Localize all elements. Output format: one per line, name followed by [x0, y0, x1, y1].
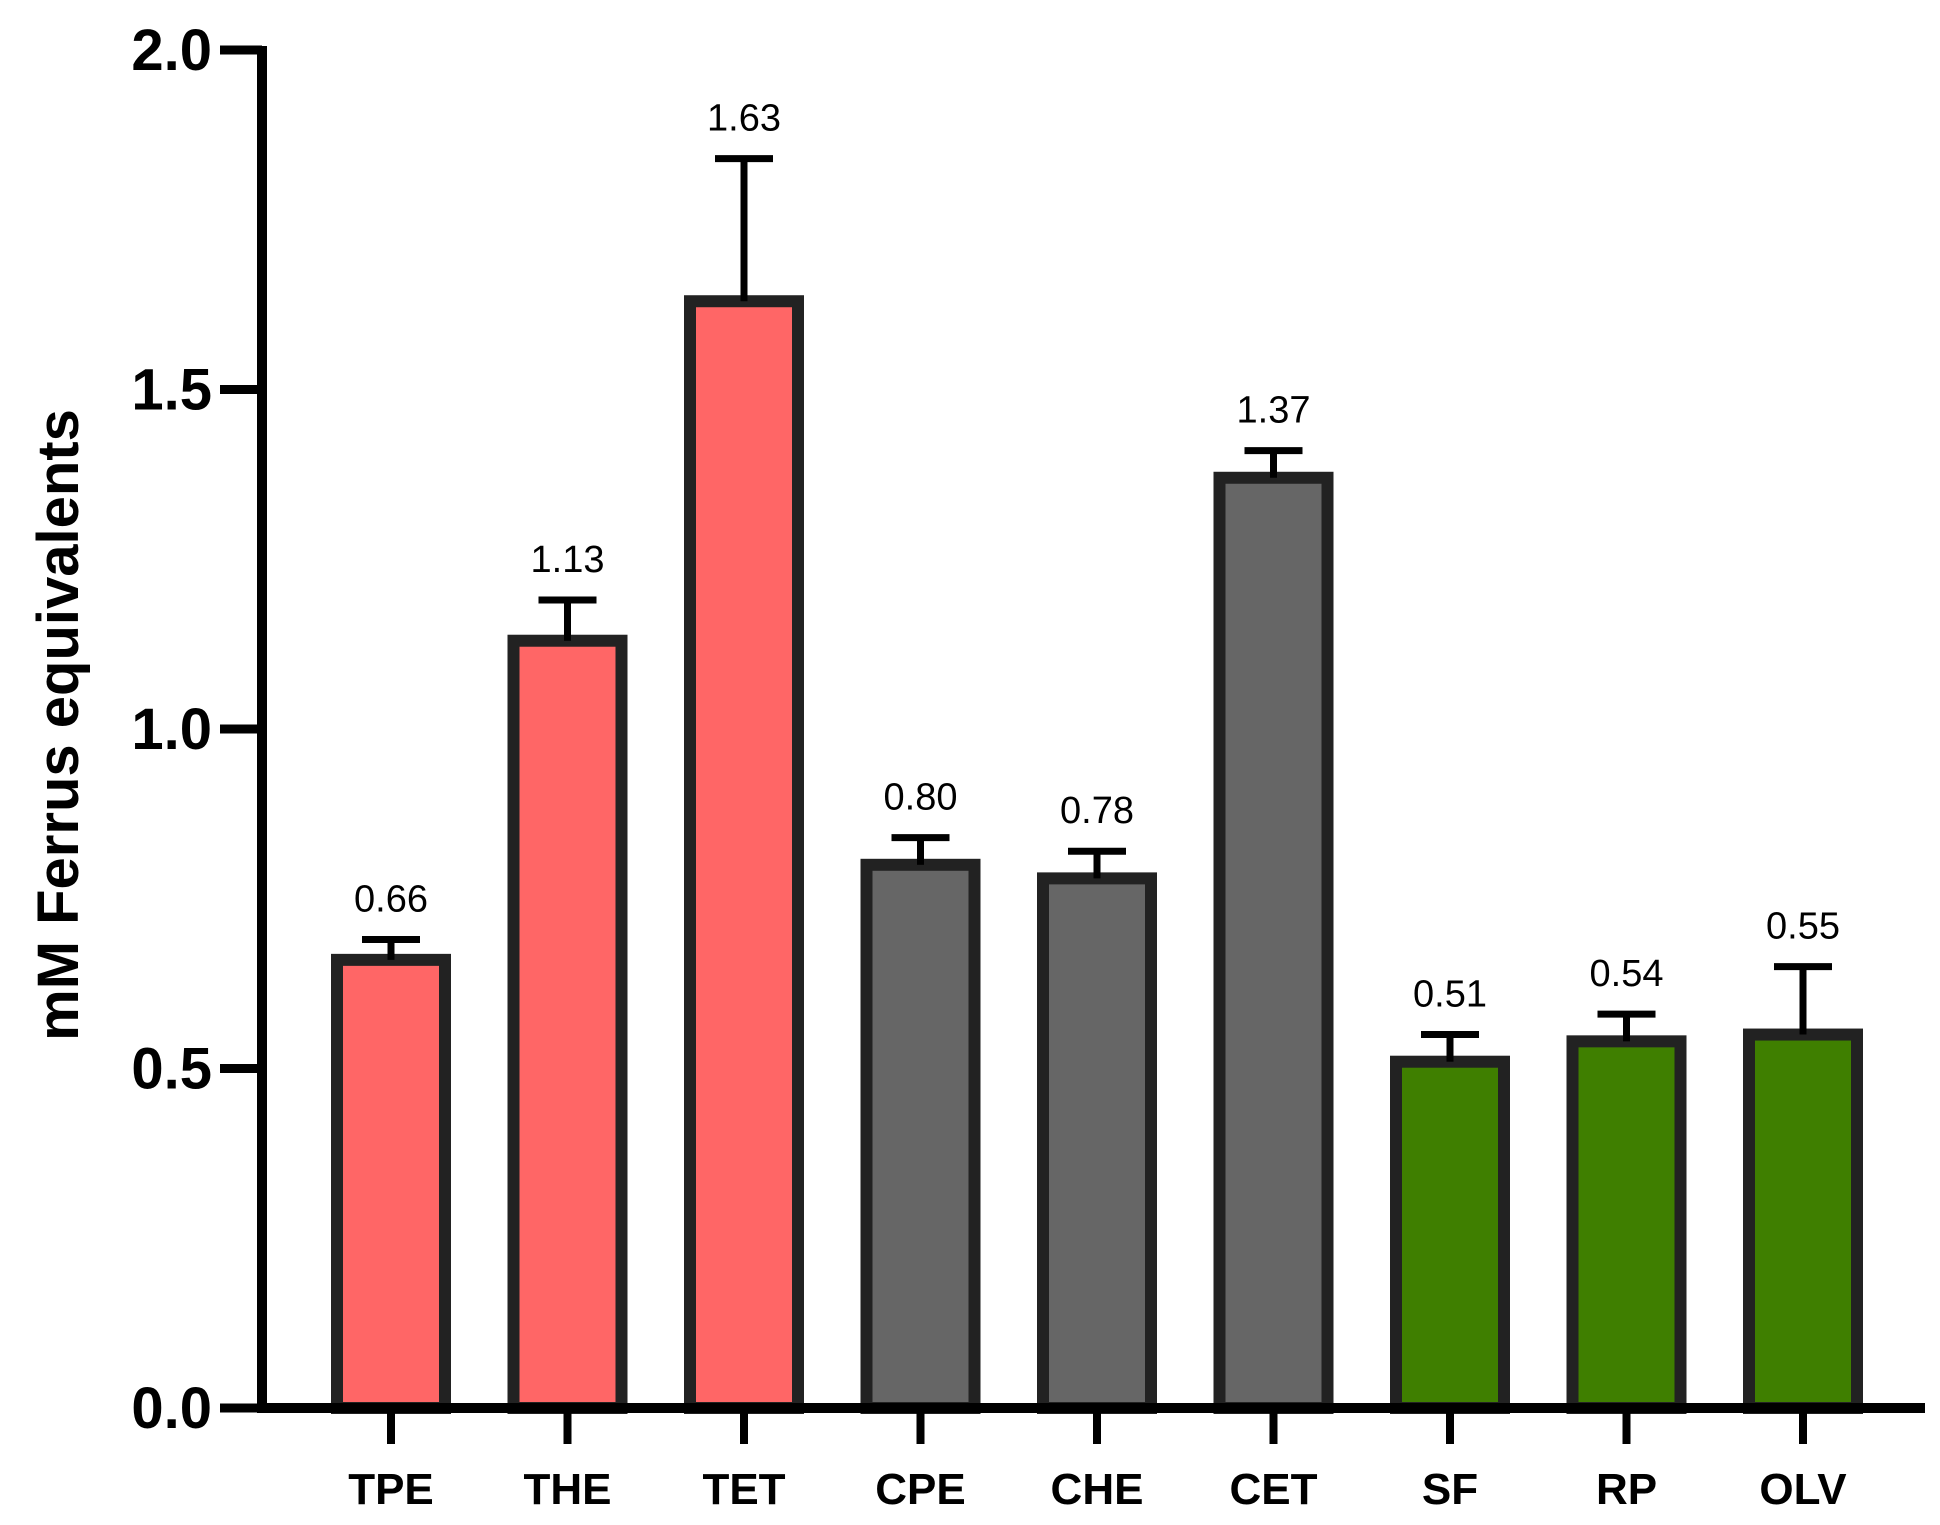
x-tick-label-cet: CET	[1230, 1465, 1318, 1514]
y-tick-label-2.0: 2.0	[131, 18, 212, 83]
data-label-che: 0.78	[1060, 790, 1134, 832]
data-label-tet: 1.63	[707, 98, 781, 140]
data-label-olv: 0.55	[1766, 906, 1840, 948]
data-label-tpe: 0.66	[354, 878, 428, 920]
bar-cet	[1213, 471, 1334, 1414]
x-tick-label-olv: OLV	[1759, 1465, 1847, 1514]
x-tick-label-cpe: CPE	[875, 1465, 965, 1514]
data-label-rp: 0.54	[1590, 953, 1664, 995]
bar-tet	[684, 295, 804, 1415]
axes-layer: TPE THE TET CPE CHE CET SF RP OLV 0.0 0.5 1.0 1.5 2.0	[131, 18, 1925, 1514]
y-axis-label: mM Ferrus equivalents	[26, 409, 91, 1041]
y-tick-label-0.5: 0.5	[131, 1037, 212, 1102]
y-tick-label-0.0: 0.0	[131, 1376, 212, 1441]
x-tick-label-tet: TET	[702, 1465, 785, 1514]
data-label-sf: 0.51	[1413, 974, 1487, 1016]
y-tick-label-1.0: 1.0	[131, 697, 212, 762]
bar-olv	[1743, 1028, 1863, 1415]
x-tick-label-tpe: TPE	[348, 1465, 434, 1514]
data-label-cpe: 0.80	[884, 777, 958, 819]
x-tick-label-the: THE	[524, 1465, 612, 1514]
data-label-cet: 1.37	[1237, 390, 1311, 432]
x-tick-label-che: CHE	[1051, 1465, 1144, 1514]
data-labels-layer: 0.66 1.13 1.63 0.80 0.78 1.37 0.51 0.54 0.55	[354, 98, 1840, 1016]
error-bars-layer	[362, 155, 1832, 1062]
x-tick-label-rp: RP	[1596, 1465, 1657, 1514]
bar-sf	[1390, 1055, 1510, 1414]
data-label-the: 1.13	[531, 539, 605, 581]
x-tick-label-sf: SF	[1422, 1465, 1478, 1514]
bar-cpe	[860, 858, 981, 1414]
bar-tpe	[331, 953, 451, 1414]
y-tick-label-1.5: 1.5	[131, 358, 212, 423]
bar-rp	[1566, 1035, 1687, 1414]
bar-che	[1037, 872, 1157, 1414]
bar-the	[507, 634, 628, 1414]
